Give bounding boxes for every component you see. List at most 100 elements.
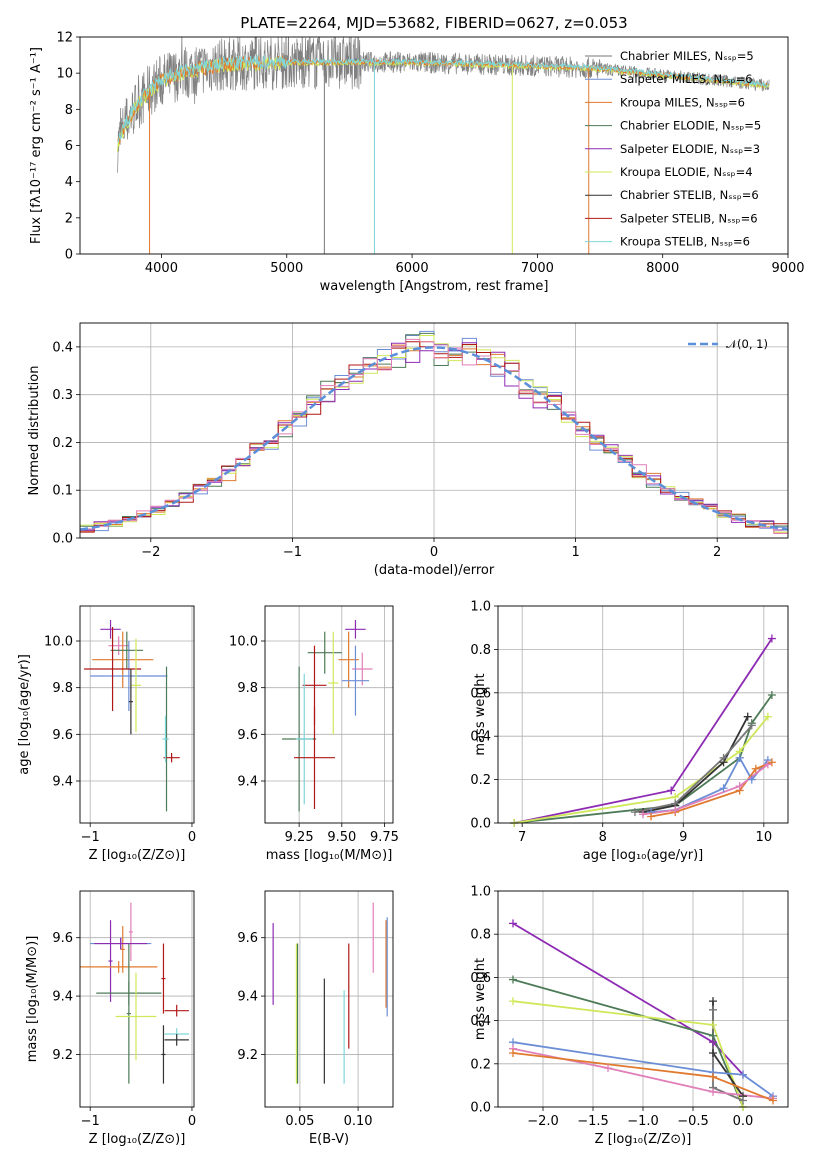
- x-axis-label: mass [log₁₀(M/M⊙)]: [266, 848, 393, 863]
- axes-frame: [497, 890, 789, 1108]
- y-tick-label: 0.4: [52, 340, 73, 355]
- x-tick-label: 4000: [145, 261, 178, 276]
- mass-weight-line-pink: [642, 763, 769, 816]
- y-tick-label: 9.2: [52, 1048, 73, 1063]
- mass_ebv-plot-area: [272, 902, 388, 1084]
- x-axis-label: Z [log₁₀(Z/Z⊙)]: [595, 1132, 692, 1147]
- age_mass-plot-area: [282, 620, 373, 812]
- x-axis-label: age [log₁₀(age/yr)]: [583, 848, 704, 863]
- plus-marker: [747, 775, 756, 784]
- y-tick-label: 8: [65, 103, 73, 118]
- mass_ebv-axes: 0.05 0.10 9.2 9.4 9.6 E(B-V): [237, 890, 394, 1147]
- age_mass-axes: 9.25 9.50 9.75 9.4 9.6 9.8 10.0 mass [log₁₀(M/M…: [229, 605, 399, 863]
- y-tick-label: 0: [65, 248, 73, 263]
- x-tick-label: −1.0: [627, 1114, 659, 1129]
- y-tick-label: 9.4: [52, 990, 73, 1005]
- x-tick-label: −1: [81, 1114, 100, 1129]
- plus-marker: [735, 782, 744, 791]
- x-tick-label: 0.10: [344, 1114, 373, 1129]
- y-tick-label: 9.2: [237, 1048, 258, 1063]
- legend-entry: Chabrier STELIB, Nₛₛₚ=6: [620, 188, 759, 202]
- plus-marker: [763, 760, 772, 769]
- residuals-axes: −2 −1 0 1 2 0.0 0.1 0.2 0.3 0.4 (data-model)/error…: [27, 322, 789, 578]
- x-tick-label: 9.50: [327, 830, 356, 845]
- y-axis-label: mass [log₁₀(M/M⊙)]: [25, 936, 40, 1063]
- legend-entry: Salpeter STELIB, Nₛₛₚ=6: [620, 211, 758, 225]
- plus-marker: [767, 634, 776, 643]
- y-tick-label: 0.6: [470, 686, 491, 701]
- mass-weight-line-chabrier_elodie: [512, 978, 744, 1107]
- plus-marker: [709, 1031, 717, 1040]
- plus-marker: [743, 712, 752, 721]
- x-axis-label: (data-model)/error: [374, 563, 495, 578]
- x-tick-label: 10: [756, 830, 773, 845]
- y-tick-label: 0.8: [470, 643, 491, 658]
- legend-entry: Salpeter ELODIE, Nₛₛₚ=3: [620, 142, 760, 156]
- plus-marker: [709, 1020, 717, 1029]
- x-tick-label: 9.25: [285, 830, 314, 845]
- mass-weight-line-salpeter_miles: [512, 1041, 774, 1097]
- y-axis-label: mass weight: [473, 673, 488, 755]
- y-tick-label: 9.4: [52, 775, 73, 790]
- y-tick-label: 0.1: [52, 484, 73, 499]
- plus-marker: [719, 784, 728, 793]
- y-tick-label: 1.0: [470, 885, 491, 900]
- x-tick-label: 7: [518, 830, 526, 845]
- plus-marker: [735, 753, 744, 762]
- y-axis-label: Normed distribution: [27, 366, 42, 496]
- mass-weight-line-chabrier_miles: [634, 724, 753, 813]
- y-tick-label: 12: [56, 31, 73, 46]
- x-axis-label: Z [log₁₀(Z/Z⊙)]: [89, 848, 186, 863]
- y-tick-label: 9.6: [237, 728, 258, 743]
- y-tick-label: 9.6: [52, 931, 73, 946]
- y-tick-label: 1.0: [470, 600, 491, 615]
- y-tick-label: 0.2: [470, 1057, 491, 1072]
- x-tick-label: 9: [679, 830, 687, 845]
- mass-weight-line-chabrier_elodie: [514, 694, 773, 823]
- axes-frame: [264, 605, 394, 824]
- x-tick-label: −1.5: [577, 1114, 609, 1129]
- mass-weight-line-kroupa_elodie: [513, 716, 769, 823]
- axes-frame: [79, 322, 789, 539]
- legend-entry: Chabrier MILES, Nₛₛₚ=5: [620, 49, 754, 63]
- plus-marker: [671, 805, 680, 814]
- y-tick-label: 4: [65, 175, 73, 190]
- x-tick-label: 8000: [646, 261, 679, 276]
- x-tick-label: 0: [188, 830, 196, 845]
- x-tick-label: 0.05: [285, 1114, 314, 1129]
- y-axis-label: Flux [fλ10⁻¹⁷ erg cm⁻² s⁻¹ A⁻¹]: [29, 47, 44, 244]
- plus-marker: [739, 1096, 747, 1105]
- spectrum-data-line: [117, 37, 770, 173]
- legend-entry: Chabrier ELODIE, Nₛₛₚ=5: [620, 119, 761, 133]
- x-tick-label: −1: [81, 830, 100, 845]
- y-tick-label: 0.0: [470, 1101, 491, 1116]
- x-tick-label: 0: [430, 545, 438, 560]
- plus-marker: [751, 764, 760, 773]
- mw_age-plot-area: [513, 638, 773, 823]
- x-tick-label: −2.0: [527, 1114, 559, 1129]
- spectrum-legend: Chabrier MILES, Nₛₛₚ=5 Salpeter MILES, Nₛ…: [585, 49, 761, 249]
- legend-entry: 𝒩(0, 1): [726, 337, 768, 351]
- x-tick-label: 0.0: [733, 1114, 754, 1129]
- mw_z-axes: −2.0 −1.5 −1.0 −0.5 0.0 0.0 0.2 0.4 0.6 0.8 1.0 Z […: [470, 885, 789, 1147]
- residuals-plot-area: [80, 330, 788, 534]
- plus-marker: [709, 1072, 717, 1081]
- y-tick-label: 10: [56, 67, 73, 82]
- y-tick-label: 0.2: [470, 773, 491, 788]
- legend-entry: Kroupa STELIB, Nₛₛₚ=6: [620, 235, 750, 249]
- plus-marker: [709, 1087, 717, 1096]
- mass-weight-line-salpeter_miles: [651, 756, 769, 813]
- plus-marker: [709, 1049, 717, 1057]
- mass_z-axes: −1 0 9.2 9.4 9.6 Z [log₁₀(Z/Z⊙)] mass [log₁₀(M…: [25, 890, 196, 1147]
- x-tick-label: 1: [571, 545, 579, 560]
- mass_z-plot-area: [80, 902, 189, 1084]
- plus-marker: [509, 975, 517, 984]
- x-axis-label: Z [log₁₀(Z/Z⊙)]: [89, 1132, 186, 1147]
- plus-marker: [604, 1064, 612, 1073]
- x-tick-label: −0.5: [677, 1114, 709, 1129]
- age_z-plot-area: [84, 620, 180, 812]
- plus-marker: [767, 690, 776, 699]
- x-tick-label: 0: [188, 1114, 196, 1129]
- plus-marker: [747, 721, 756, 730]
- plus-marker: [667, 786, 676, 795]
